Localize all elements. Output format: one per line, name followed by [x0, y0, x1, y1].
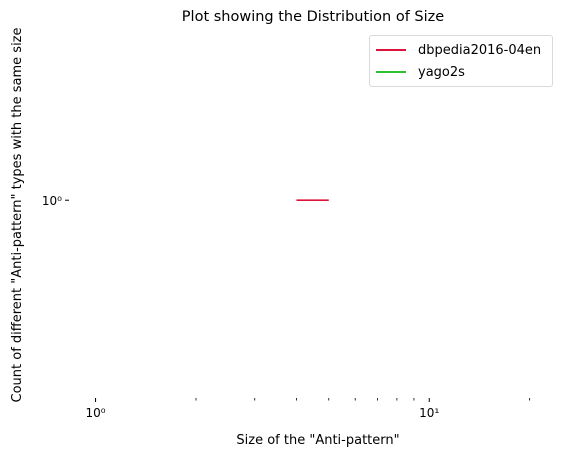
legend-label-yago2s: yago2s [418, 64, 465, 80]
y-tick-label: 10⁰ [42, 194, 62, 208]
plot-area: 10⁰ 10¹ 10⁰ [42, 194, 531, 420]
legend-item-dbpedia: dbpedia2016-04en [376, 40, 541, 60]
chart-title: Plot showing the Distribution of Size [182, 9, 444, 25]
legend: dbpedia2016-04en yago2s [369, 35, 553, 87]
legend-item-yago2s: yago2s [376, 62, 465, 82]
legend-swatch-yago2s [376, 71, 406, 73]
y-axis-label: Count of different "Anti-pattern" types … [10, 27, 25, 402]
legend-swatch-dbpedia [376, 49, 406, 51]
x-axis-label: Size of the "Anti-pattern" [236, 433, 399, 448]
x-tick-label: 10⁰ [86, 406, 106, 420]
legend-label-dbpedia: dbpedia2016-04en [418, 42, 542, 58]
x-tick-label: 10¹ [419, 406, 439, 420]
